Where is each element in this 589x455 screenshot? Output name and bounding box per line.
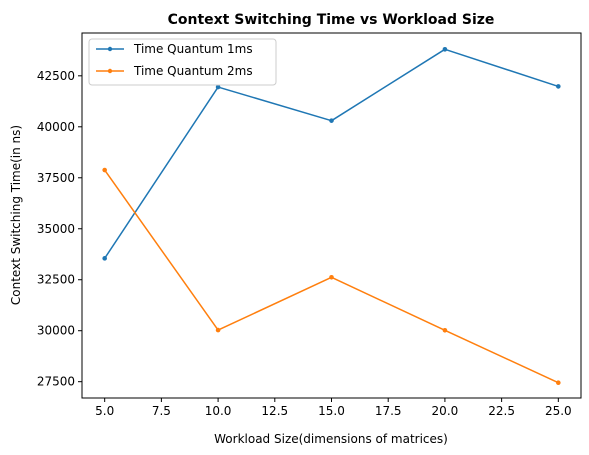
legend: Time Quantum 1ms Time Quantum 2ms: [88, 38, 277, 86]
data-point-1: [215, 327, 221, 333]
y-axis-ticks: 27500 30000 32500 35000 37500 40000 42500: [37, 69, 82, 389]
data-point-1: [442, 328, 448, 333]
plot-frame: [81, 32, 582, 399]
x-tick-label: 15.0: [318, 404, 345, 418]
y-axis-label: Context Switching Time(in ns): [9, 125, 23, 305]
y-tick-label: 37500: [37, 171, 75, 185]
x-axis-label: Workload Size(dimensions of matrices): [214, 432, 448, 446]
y-tick-label: 40000: [37, 120, 75, 134]
x-tick-label: 17.5: [375, 404, 402, 418]
data-point-0: [556, 84, 561, 89]
legend-box: [88, 38, 277, 86]
legend-label-2ms: Time Quantum 2ms: [133, 64, 253, 78]
y-tick-label: 32500: [37, 273, 75, 287]
x-tick-label: 5.0: [95, 404, 114, 418]
y-tick-label: 42500: [37, 69, 75, 83]
legend-marker-1ms: [107, 46, 113, 52]
x-tick-label: 20.0: [432, 404, 459, 418]
x-tick-label: 10.0: [205, 404, 232, 418]
data-point-1: [556, 380, 561, 386]
y-tick-label: 30000: [37, 324, 75, 338]
legend-marker-2ms: [107, 68, 113, 74]
chart-title: Context Switching Time vs Workload Size: [168, 12, 495, 28]
x-axis-ticks: 5.0 7.5 10.0 12.5 15.0 17.5 20.0 22.5 25.0: [95, 398, 572, 418]
data-point-1: [329, 274, 334, 280]
x-tick-label: 22.5: [488, 404, 515, 418]
legend-label-1ms: Time Quantum 1ms: [133, 42, 253, 56]
y-tick-label: 35000: [37, 222, 75, 236]
x-tick-label: 25.0: [545, 404, 572, 418]
data-point-0: [102, 256, 107, 261]
y-tick-label: 27500: [37, 375, 75, 389]
data-point-0: [329, 118, 334, 123]
x-tick-label: 12.5: [261, 404, 288, 418]
data-point-0: [442, 47, 448, 52]
data-point-1: [102, 167, 107, 173]
plot-marks: [102, 47, 561, 386]
x-tick-label: 7.5: [152, 404, 171, 418]
data-point-0: [215, 84, 221, 90]
